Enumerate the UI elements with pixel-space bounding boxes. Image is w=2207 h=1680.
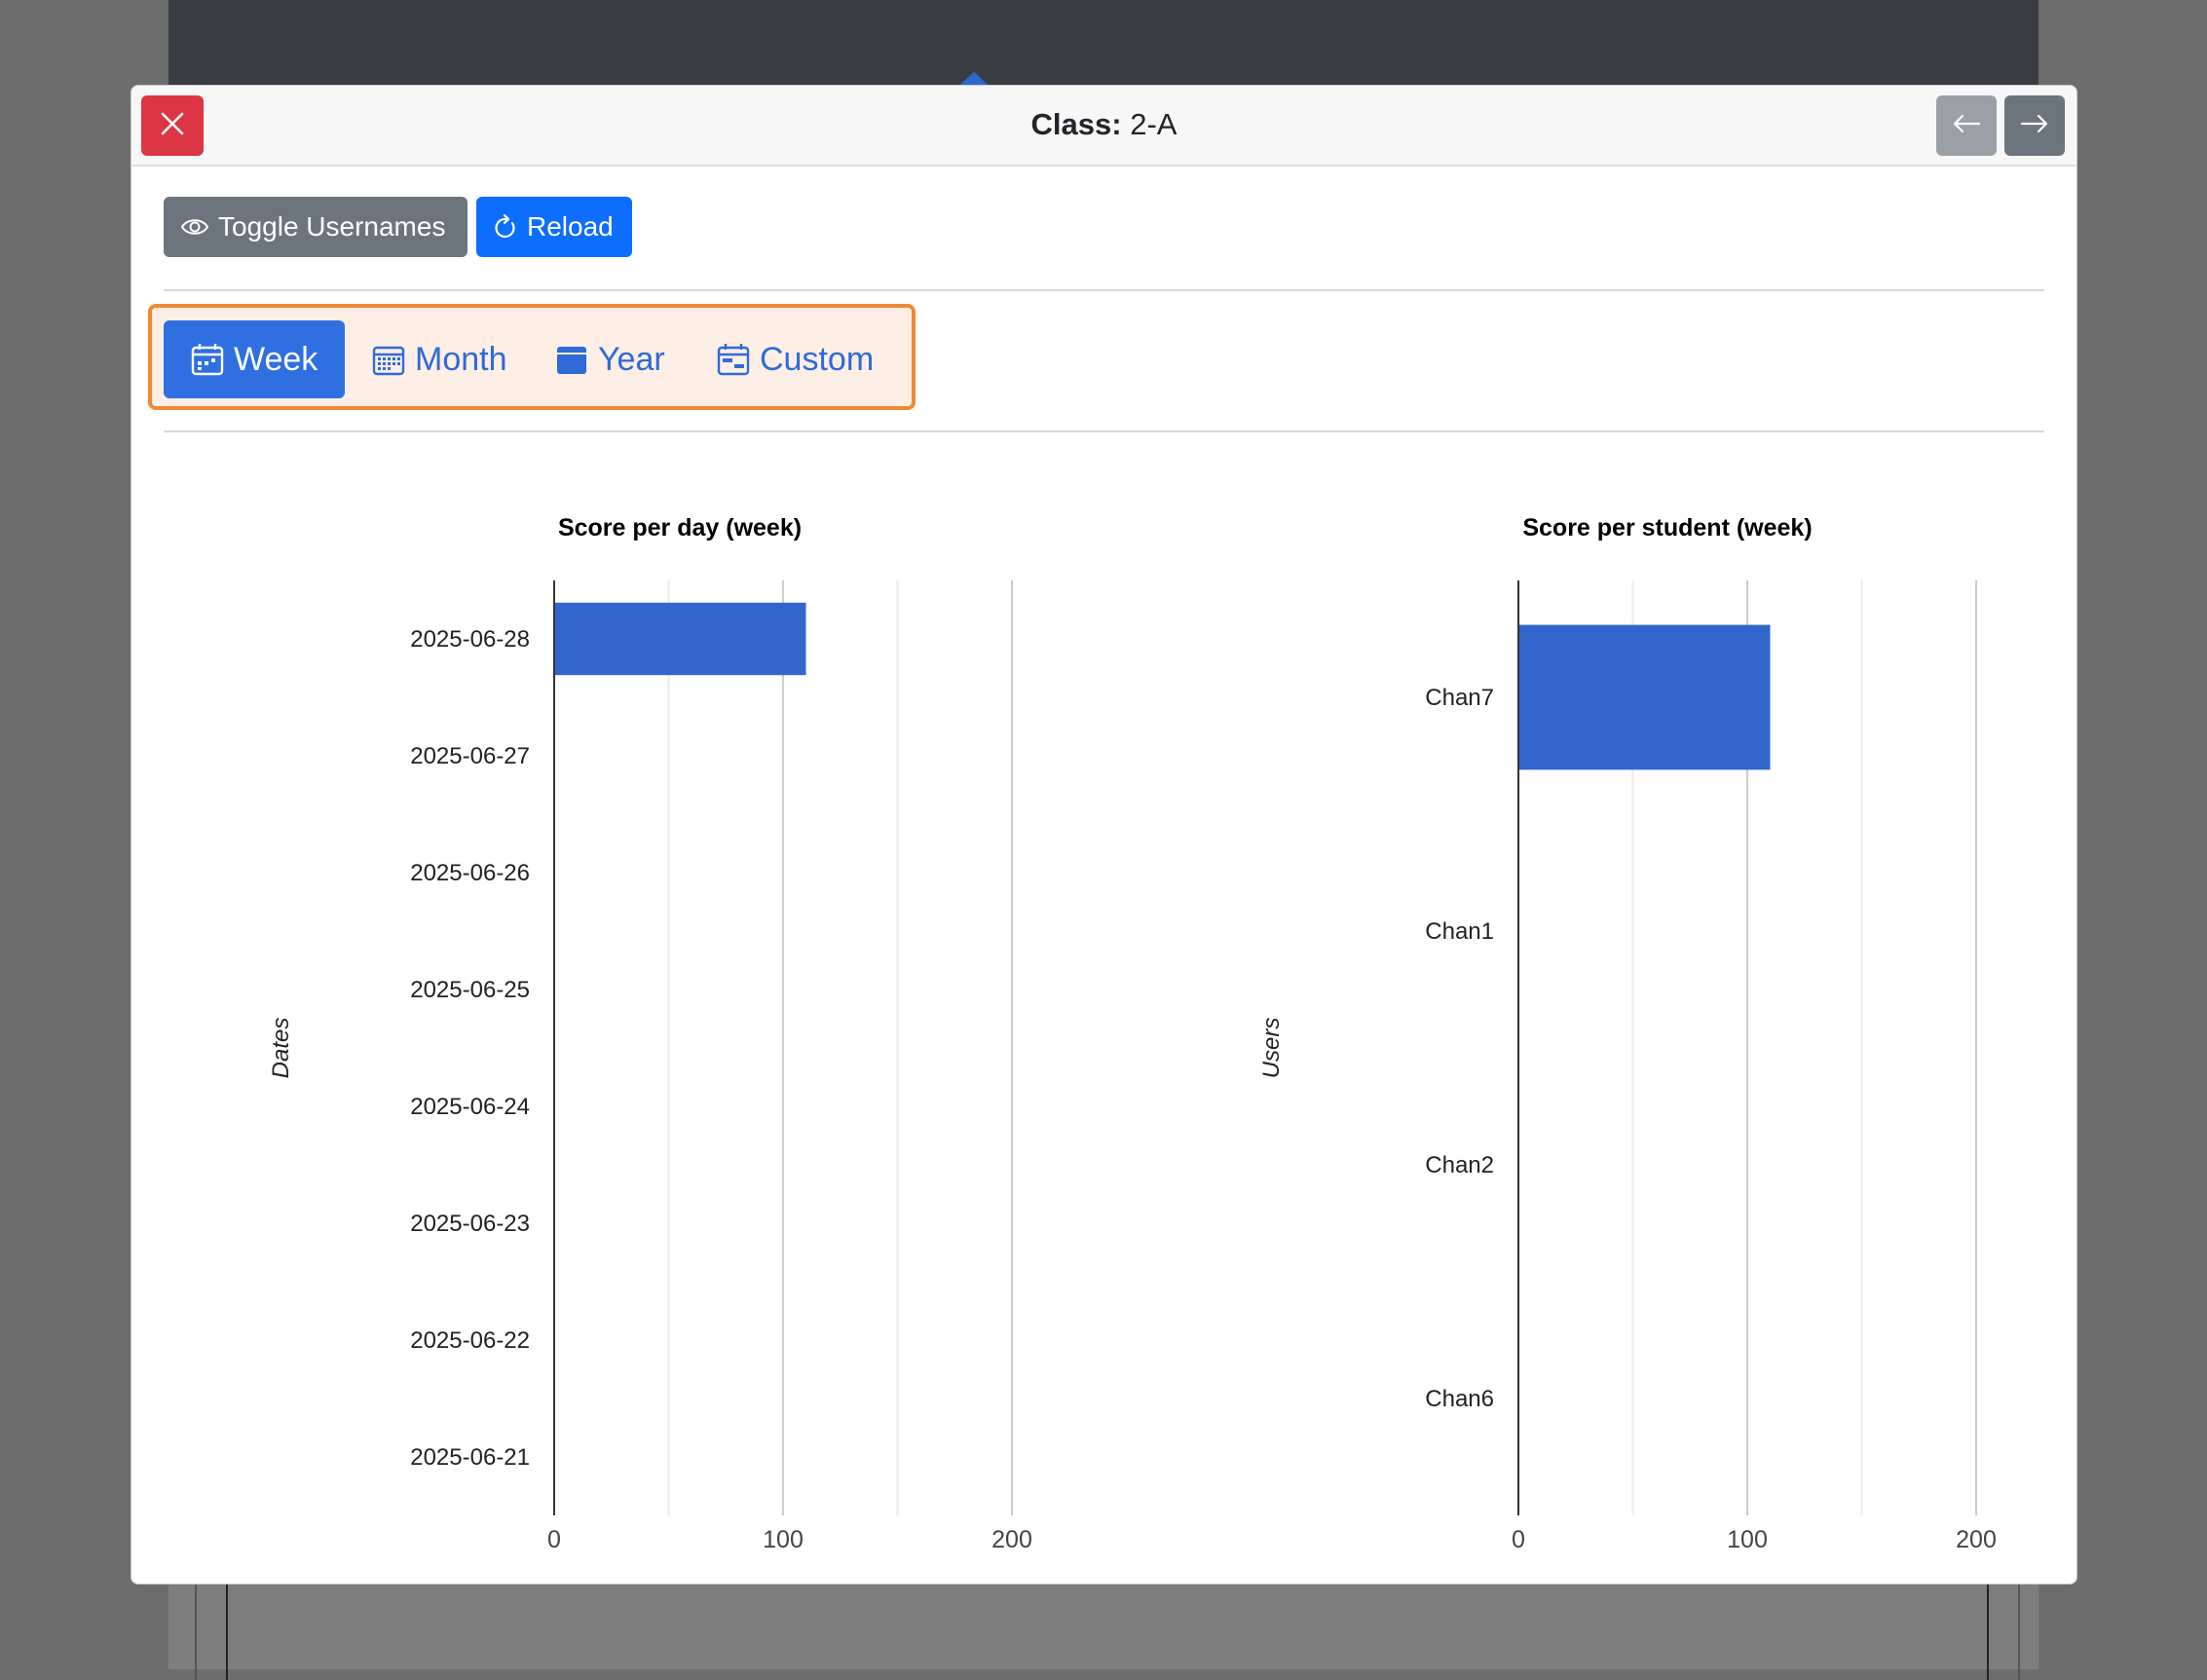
modal-title-value: 2-A (1130, 107, 1178, 141)
calendar-week-icon (191, 343, 224, 376)
arrow-left-icon (1952, 114, 1981, 138)
period-week-button[interactable]: Week (164, 320, 345, 398)
modal-header: Class: 2-A (131, 86, 2076, 167)
score-per-day-bar (554, 602, 806, 676)
score-per-day-category-label: 2025-06-25 (410, 977, 530, 1003)
eye-icon (181, 217, 208, 237)
calendar-range-icon (717, 343, 750, 376)
score-per-day-x-tick-label: 100 (763, 1526, 804, 1553)
score-per-student-x-tick-label: 200 (1956, 1526, 1997, 1553)
score-per-day-category-label: 2025-06-21 (410, 1444, 530, 1471)
period-month-label: Month (415, 340, 507, 378)
score-per-student-x-tick-label: 0 (1512, 1526, 1525, 1553)
period-year-button[interactable]: Year (528, 320, 690, 398)
calendar-month-icon (372, 343, 405, 376)
arrow-right-icon (2020, 114, 2049, 138)
score-per-day-x-tick-label: 200 (991, 1526, 1032, 1553)
previous-button[interactable] (1936, 95, 1997, 156)
divider (164, 430, 2044, 432)
class-modal: Class: 2-A Toggle Usernames Reload (131, 85, 2077, 1585)
period-custom-label: Custom (760, 340, 875, 378)
score-per-student-bar (1518, 624, 1771, 770)
score-per-student-y-axis-label: Users (1258, 1018, 1285, 1079)
score-per-day-category-label: 2025-06-27 (410, 743, 530, 769)
toggle-usernames-label: Toggle Usernames (218, 211, 446, 242)
background-table-inner (226, 1583, 1989, 1680)
toggle-usernames-button[interactable]: Toggle Usernames (164, 197, 468, 257)
score-per-day-category-label: 2025-06-23 (410, 1211, 530, 1237)
divider (164, 289, 2044, 291)
score-per-student-category-label: Chan1 (1425, 918, 1494, 945)
score-per-day-category-label: 2025-06-24 (410, 1094, 530, 1120)
period-selector: Week Month Year Custom (148, 304, 916, 410)
score-per-day-category-label: 2025-06-28 (410, 626, 530, 653)
score-per-day-x-tick-label: 0 (547, 1526, 561, 1553)
reload-button[interactable]: Reload (476, 197, 632, 257)
period-week-label: Week (234, 340, 318, 378)
score-per-student-category-label: Chan7 (1425, 685, 1494, 711)
calendar-year-icon (555, 343, 588, 376)
score-per-day-category-label: 2025-06-22 (410, 1327, 530, 1354)
score-per-day-y-axis-label: Dates (268, 1018, 294, 1079)
next-button[interactable] (2004, 95, 2065, 156)
close-icon (160, 111, 185, 141)
modal-title: Class: 2-A (131, 107, 2076, 142)
charts-area: Score per day (week) Dates 2025-06-28 2025-… (268, 514, 1997, 1553)
score-per-student-x-tick-label: 100 (1727, 1526, 1768, 1553)
score-per-student-category-label: Chan2 (1425, 1152, 1494, 1178)
score-per-day-chart-title: Score per day (week) (558, 514, 802, 541)
background-header (168, 0, 2039, 97)
score-per-student-chart-title: Score per student (week) (1522, 514, 1812, 541)
period-month-button[interactable]: Month (345, 320, 528, 398)
reload-label: Reload (527, 211, 614, 242)
modal-title-label: Class: (1030, 107, 1122, 141)
background-table (195, 1583, 2020, 1680)
score-per-day-category-label: 2025-06-26 (410, 860, 530, 886)
reload-icon (494, 214, 517, 240)
close-button[interactable] (141, 95, 204, 156)
score-per-student-category-label: Chan6 (1425, 1386, 1494, 1412)
period-year-label: Year (598, 340, 665, 378)
period-custom-button[interactable]: Custom (690, 320, 904, 398)
